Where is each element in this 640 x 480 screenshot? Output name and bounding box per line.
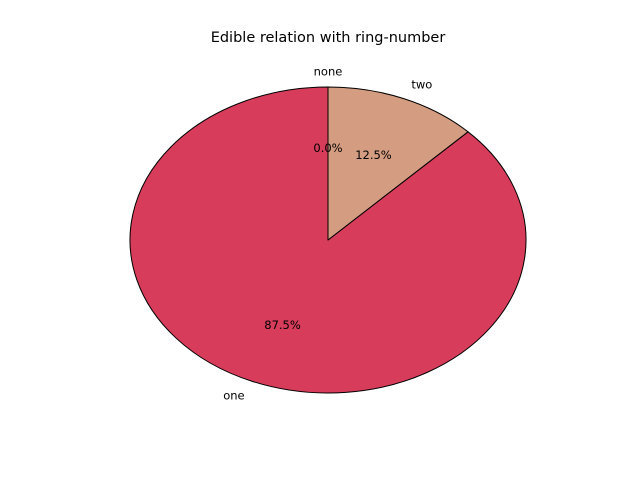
category-label-two: two <box>411 78 432 92</box>
category-label-one: one <box>223 388 244 402</box>
percent-label-two: 12.5% <box>355 148 392 162</box>
pie-slice-two <box>327 86 469 241</box>
pie-labels: none 0.0% one 87.5% two 12.5% <box>223 65 432 403</box>
percent-label-one: 87.5% <box>264 318 301 332</box>
pie-slices <box>129 86 527 394</box>
percent-label-none: 0.0% <box>313 141 342 155</box>
chart-title: Edible relation with ring-number <box>211 30 446 46</box>
category-label-none: none <box>314 65 343 79</box>
